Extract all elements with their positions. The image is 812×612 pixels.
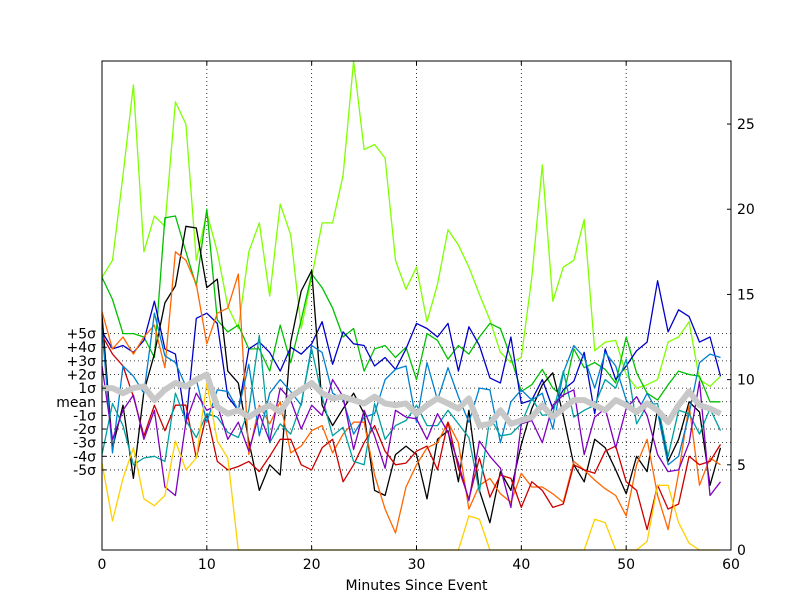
series-line-6: [101, 334, 722, 531]
x-tick-label: 0: [98, 557, 107, 573]
left-y-tick-label: +4σ: [66, 340, 96, 356]
series-line-11: [102, 371, 722, 429]
grid-lines: [102, 61, 731, 550]
left-y-tick-label: -3σ: [73, 436, 96, 452]
series-line-5: [101, 251, 721, 534]
series-line-8: [101, 334, 722, 493]
x-tick-label: 10: [198, 557, 216, 573]
left-y-tick-label: mean: [56, 395, 96, 411]
x-tick-label: 30: [408, 557, 426, 573]
left-y-tick-label: -1σ: [73, 408, 96, 424]
right-y-tick-label: 25: [737, 117, 755, 133]
axis-ticks: 0 10 20 30 40 50 600510152025+5σ+4σ+3σ+2σ1σmea…: [56, 61, 755, 573]
left-y-tick-label: -4σ: [73, 449, 96, 465]
right-y-tick-label: 5: [737, 458, 746, 474]
left-y-tick-label: +5σ: [66, 327, 96, 343]
left-y-tick-label: +3σ: [66, 354, 96, 370]
x-tick-label: 40: [512, 557, 530, 573]
series-lines: [101, 60, 722, 551]
right-y-tick-label: 0: [737, 543, 746, 559]
x-tick-label: 20: [303, 557, 321, 573]
left-y-tick-label: +2σ: [66, 368, 96, 384]
left-y-tick-label: -2σ: [73, 422, 96, 438]
x-tick-label: 50: [617, 557, 635, 573]
right-y-tick-label: 10: [737, 373, 755, 389]
series-line-4: [101, 225, 722, 524]
x-tick-label: 60: [722, 557, 740, 573]
right-y-tick-label: 15: [737, 287, 755, 303]
right-y-tick-label: 20: [737, 202, 755, 218]
left-y-tick-label: 1σ: [78, 381, 96, 397]
series-line-9: [101, 365, 722, 509]
series-line-7: [101, 312, 721, 466]
series-line-2: [101, 208, 721, 403]
series-line-3: [101, 280, 722, 425]
x-axis-title: Minutes Since Event: [345, 578, 488, 594]
left-y-tick-label: -5σ: [73, 463, 96, 479]
